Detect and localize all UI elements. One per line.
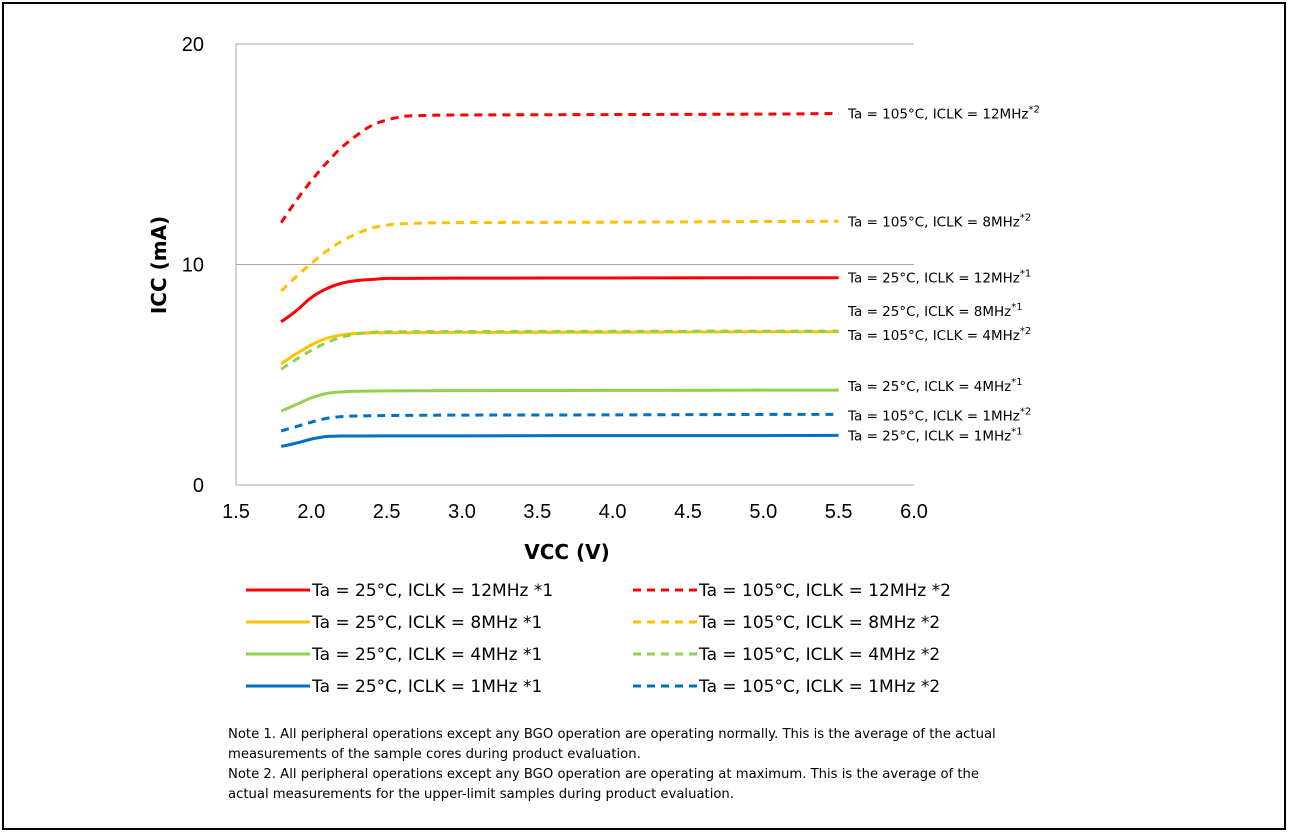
series-line-5 [280, 329, 839, 371]
series-annotation-label: Ta = 105°C, ICLK = 8MHz [847, 214, 1020, 230]
series-annotation-noteref: *2 [1020, 326, 1031, 337]
series-annotation: Ta = 105°C, ICLK = 1MHz*2 [847, 406, 1031, 424]
x-tick-label: 2.5 [373, 501, 401, 523]
legend-label: Ta = 105°C, ICLK = 1MHz *2 [698, 677, 940, 697]
series-line-0 [280, 276, 839, 324]
legend-label: Ta = 105°C, ICLK = 8MHz *2 [698, 613, 940, 633]
footnotes: Note 1. All peripheral operations except… [228, 725, 1188, 805]
x-tick-label: 2.0 [297, 501, 325, 523]
series-line-6 [280, 433, 839, 448]
series-line-1 [279, 111, 839, 224]
x-axis-title: VCC (V) [524, 540, 610, 564]
series-annotation-noteref: *1 [1011, 426, 1022, 437]
legend-label: Ta = 25°C, ICLK = 8MHz *1 [311, 613, 542, 633]
legend: Ta = 25°C, ICLK = 12MHz *1 Ta = 105°C, IC… [246, 581, 951, 697]
x-tick-label: 4.5 [674, 501, 702, 523]
legend-label: Ta = 25°C, ICLK = 1MHz *1 [311, 677, 542, 697]
x-tick-label: 6.0 [900, 501, 928, 523]
series-annotation-label: Ta = 25°C, ICLK = 1MHz [847, 428, 1011, 444]
series-annotation-label: Ta = 105°C, ICLK = 12MHz [847, 106, 1028, 122]
series-annotation-noteref: *1 [1020, 269, 1031, 280]
series-line-3 [280, 219, 839, 293]
series-annotation-label: Ta = 25°C, ICLK = 12MHz [847, 271, 1020, 287]
series-annotation: Ta = 105°C, ICLK = 8MHz*2 [847, 212, 1031, 230]
note-2-line-1: Note 2. All peripheral operations except… [228, 767, 980, 782]
tick-labels: 0 10 20 1.5 2.0 2.5 3.0 3.5 4.0 4.5 5.0 5.5 6.0 [182, 34, 928, 523]
note-2-line-2: actual measurements for the upper-limit … [228, 787, 734, 802]
series-annotation: Ta = 25°C, ICLK = 8MHz*1 [847, 302, 1023, 320]
series-line-2 [280, 330, 839, 365]
series-annotation: Ta = 25°C, ICLK = 12MHz*1 [847, 269, 1031, 287]
series-line-4 [280, 388, 839, 413]
series-annotation: Ta = 25°C, ICLK = 4MHz*1 [847, 377, 1023, 395]
note-1-line-2: measurements of the sample cores during … [228, 747, 641, 762]
series-annotations: Ta = 25°C, ICLK = 12MHz*1Ta = 105°C, ICL… [847, 104, 1040, 444]
series-annotation-label: Ta = 25°C, ICLK = 4MHz [847, 379, 1011, 395]
y-tick-label: 10 [182, 255, 204, 277]
x-tick-label: 4.0 [599, 501, 627, 523]
y-axis-title: ICC (mA) [147, 216, 171, 314]
legend-label: Ta = 105°C, ICLK = 12MHz *2 [698, 581, 951, 601]
series-line-7 [280, 412, 839, 433]
axes [235, 44, 914, 486]
series-annotation-noteref: *2 [1020, 212, 1031, 223]
series-annotation-noteref: *2 [1028, 104, 1039, 115]
x-tick-label: 1.5 [222, 501, 250, 523]
series-annotation-label: Ta = 25°C, ICLK = 8MHz [847, 304, 1011, 320]
series-annotation-noteref: *1 [1011, 302, 1022, 313]
grid-lines [236, 43, 914, 265]
note-1-line-1: Note 1. All peripheral operations except… [228, 727, 996, 742]
legend-label: Ta = 25°C, ICLK = 4MHz *1 [311, 645, 542, 665]
series-annotation: Ta = 105°C, ICLK = 4MHz*2 [847, 326, 1031, 344]
series-annotation-label: Ta = 105°C, ICLK = 1MHz [847, 408, 1020, 424]
x-tick-label: 3.5 [523, 501, 551, 523]
x-tick-label: 5.0 [749, 501, 777, 523]
x-tick-label: 5.5 [825, 501, 853, 523]
series-annotation: Ta = 105°C, ICLK = 12MHz*2 [847, 104, 1040, 122]
series-lines [279, 111, 839, 448]
legend-label: Ta = 25°C, ICLK = 12MHz *1 [311, 581, 553, 601]
series-annotation-label: Ta = 105°C, ICLK = 4MHz [847, 328, 1020, 344]
series-annotation-noteref: *1 [1011, 377, 1022, 388]
legend-label: Ta = 105°C, ICLK = 4MHz *2 [698, 645, 940, 665]
x-tick-label: 3.0 [448, 501, 476, 523]
y-tick-label: 0 [193, 475, 204, 497]
y-tick-label: 20 [182, 34, 204, 56]
series-annotation-noteref: *2 [1020, 406, 1031, 417]
series-annotation: Ta = 25°C, ICLK = 1MHz*1 [847, 426, 1023, 444]
